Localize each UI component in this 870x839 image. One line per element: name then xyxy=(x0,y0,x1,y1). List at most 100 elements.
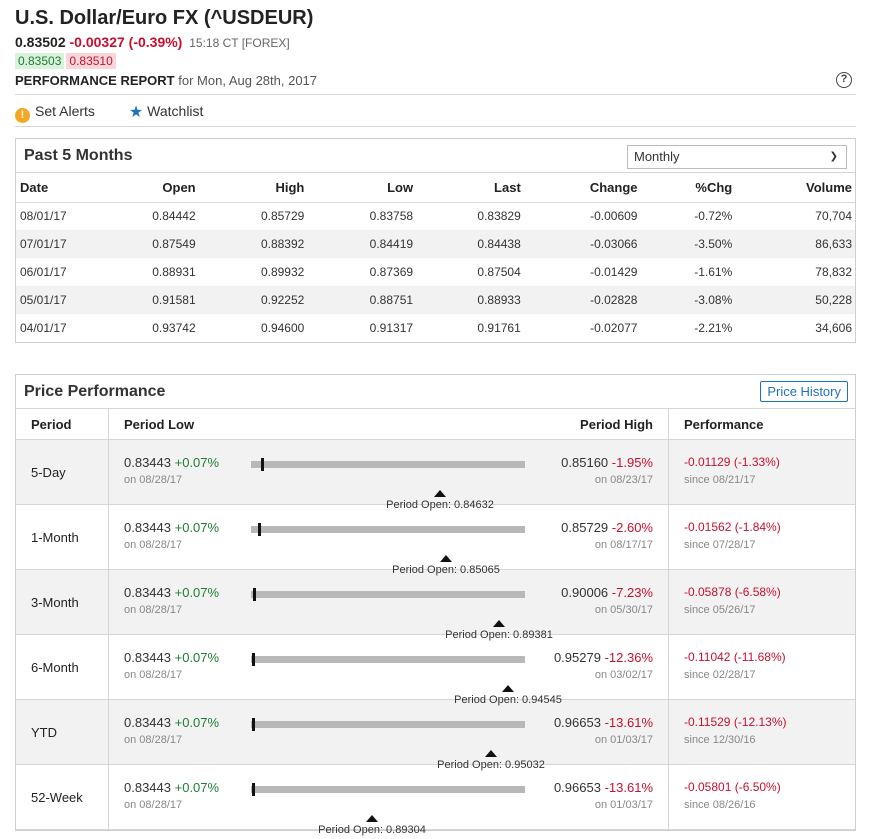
table-cell: 0.91317 xyxy=(369,321,414,335)
col-header[interactable]: Last xyxy=(416,173,524,203)
table-cell: 07/01/17 xyxy=(16,230,96,258)
period-low: 0.83443 +0.07% xyxy=(124,780,219,795)
performance-since: since 02/28/17 xyxy=(684,669,756,681)
quote-line: 0.83502 -0.00327 (-0.39%) 15:18 CT [FORE… xyxy=(15,34,290,50)
perf-row: 3-Month 0.83443 +0.07% on 08/28/17 Period O… xyxy=(16,570,855,641)
table-row: 04/01/17 0.93742 0.94600 0.91317 0.91761 -0.0… xyxy=(16,314,855,342)
table-row: 08/01/17 0.84442 0.85729 0.83758 0.83829 -0.0… xyxy=(16,202,855,230)
low-value: 0.83443 xyxy=(124,455,171,470)
period-open-label: Period Open: 0.95032 xyxy=(437,759,545,771)
perf-header-row: Period Period Low Period High Performanc… xyxy=(16,409,855,440)
high-date: on 08/17/17 xyxy=(594,539,653,551)
table-cell: 0.85729 xyxy=(260,209,305,224)
low-change: +0.07% xyxy=(174,650,220,665)
performance-cell: -0.11529 (-12.13%) since 12/30/16 xyxy=(669,700,855,764)
table-cell: -3.08% xyxy=(640,286,736,314)
price-history-button[interactable]: Price History xyxy=(760,381,848,402)
col-header: Period Low xyxy=(124,417,195,432)
table-row: 06/01/17 0.88931 0.89932 0.87369 0.87504 -0.0… xyxy=(16,258,855,286)
star-icon: ★ xyxy=(128,104,144,121)
col-header[interactable]: High xyxy=(198,173,308,203)
chevron-down-icon: ❯ xyxy=(829,151,838,162)
high-date: on 01/03/17 xyxy=(594,799,653,811)
watchlist-label: Watchlist xyxy=(147,103,204,119)
report-title: PERFORMANCE REPORT for Mon, Aug 28th, 20… xyxy=(15,73,317,88)
col-header[interactable]: Volume xyxy=(735,173,855,203)
table-cell: 0.83758 xyxy=(369,209,414,224)
table-header-row: Date Open High Low Last Change %Chg Volu… xyxy=(16,173,855,203)
last-price-marker xyxy=(261,458,264,471)
col-header[interactable]: Date xyxy=(16,173,96,203)
range-cell: 0.83443 +0.07% on 08/28/17 Period Open: 0.… xyxy=(109,700,669,771)
range-bar: Period Open: 0.95032 xyxy=(251,718,545,771)
range-bar: Period Open: 0.94545 xyxy=(251,653,562,706)
last-price-marker xyxy=(252,783,255,796)
set-alerts-link[interactable]: ! Set Alerts xyxy=(15,103,95,123)
period-high: 0.96653 -13.61% xyxy=(554,715,653,730)
frequency-select[interactable]: Monthly ❯ xyxy=(627,145,847,169)
performance-since: since 08/26/16 xyxy=(684,799,756,811)
high-value: 0.96653 xyxy=(553,780,601,795)
set-alerts-label: Set Alerts xyxy=(35,103,95,119)
table-cell: 0.88392 xyxy=(198,230,308,258)
performance-value: -0.05801 (-6.50%) xyxy=(684,780,781,794)
table-cell: 06/01/17 xyxy=(20,265,67,279)
low-change: +0.07% xyxy=(174,585,220,600)
report-label: PERFORMANCE REPORT xyxy=(15,73,175,88)
performance-cell: -0.11042 (-11.68%) since 02/28/17 xyxy=(669,635,855,699)
range-bar: Period Open: 0.84632 xyxy=(251,458,525,511)
performance-since: since 05/26/17 xyxy=(684,604,756,616)
table-cell: 0.89932 xyxy=(260,265,305,279)
performance-since: since 08/21/17 xyxy=(684,474,756,486)
col-header[interactable]: Change xyxy=(523,173,641,203)
high-change: -13.61% xyxy=(604,715,653,730)
high-date: on 05/30/17 xyxy=(594,604,653,616)
period-open-label: Period Open: 0.89381 xyxy=(445,629,553,641)
table-cell: -0.02077 xyxy=(590,321,638,335)
table-cell: 0.88751 xyxy=(307,286,417,314)
period-high: 0.85160 -1.95% xyxy=(561,455,653,470)
performance-cell: -0.05801 (-6.50%) since 08/26/16 xyxy=(669,765,855,829)
watchlist-link[interactable]: ★ Watchlist xyxy=(128,103,204,121)
perf-period: 3-Month xyxy=(16,570,109,634)
col-header[interactable]: Low xyxy=(307,173,417,203)
col-header[interactable]: Open xyxy=(95,173,199,203)
low-date: on 08/28/17 xyxy=(124,799,183,811)
quote-time: 15:18 CT [FOREX] xyxy=(189,36,290,50)
period-high: 0.90006 -7.23% xyxy=(561,585,653,600)
perf-period: 5-Day xyxy=(16,440,109,504)
period-low: 0.83443 +0.07% xyxy=(124,455,219,470)
high-value: 0.85729 xyxy=(561,520,609,535)
high-date: on 03/02/17 xyxy=(594,669,653,681)
low-date: on 08/28/17 xyxy=(124,604,183,616)
table-cell: 04/01/17 xyxy=(20,321,67,335)
table-cell: 0.84442 xyxy=(152,209,196,224)
col-header[interactable]: %Chg xyxy=(640,173,736,203)
table-cell: 0.88933 xyxy=(416,286,524,314)
performance-cell: -0.01129 (-1.33%) since 08/21/17 xyxy=(669,440,855,504)
help-icon[interactable]: ? xyxy=(836,72,852,88)
table-cell: -0.00609 xyxy=(590,209,638,224)
performance-since: since 12/30/16 xyxy=(684,734,756,746)
low-date: on 08/28/17 xyxy=(124,734,183,746)
past-months-panel: Past 5 Months Monthly ❯ Date Open High L… xyxy=(15,138,856,343)
table-row: 07/01/17 0.87549 0.88392 0.84419 0.84438 -0.0… xyxy=(16,230,855,258)
low-date: on 08/28/17 xyxy=(124,474,183,486)
range-cell: 0.83443 +0.07% on 08/28/17 Period Open: 0.… xyxy=(109,440,669,511)
panel-header: Price Performance Price History xyxy=(16,375,855,409)
bid-price: 0.83503 xyxy=(15,53,65,69)
perf-period: YTD xyxy=(16,700,109,764)
table-cell: 0.91761 xyxy=(477,321,521,335)
table-cell: 08/01/17 xyxy=(20,209,67,224)
bid-ask: 0.83503 0.83510 xyxy=(15,53,116,69)
low-change: +0.07% xyxy=(174,715,220,730)
report-date: for Mon, Aug 28th, 2017 xyxy=(178,73,318,88)
high-change: -12.36% xyxy=(604,650,653,665)
price-performance-panel: Price Performance Price History Period P… xyxy=(15,374,856,836)
period-open-label: Period Open: 0.89304 xyxy=(318,824,426,836)
triangle-up-icon xyxy=(366,815,378,822)
low-value: 0.83443 xyxy=(124,520,171,535)
high-change: -1.95% xyxy=(611,455,653,470)
table-cell: 0.92252 xyxy=(198,286,308,314)
performance-value: -0.01129 (-1.33%) xyxy=(684,455,780,469)
